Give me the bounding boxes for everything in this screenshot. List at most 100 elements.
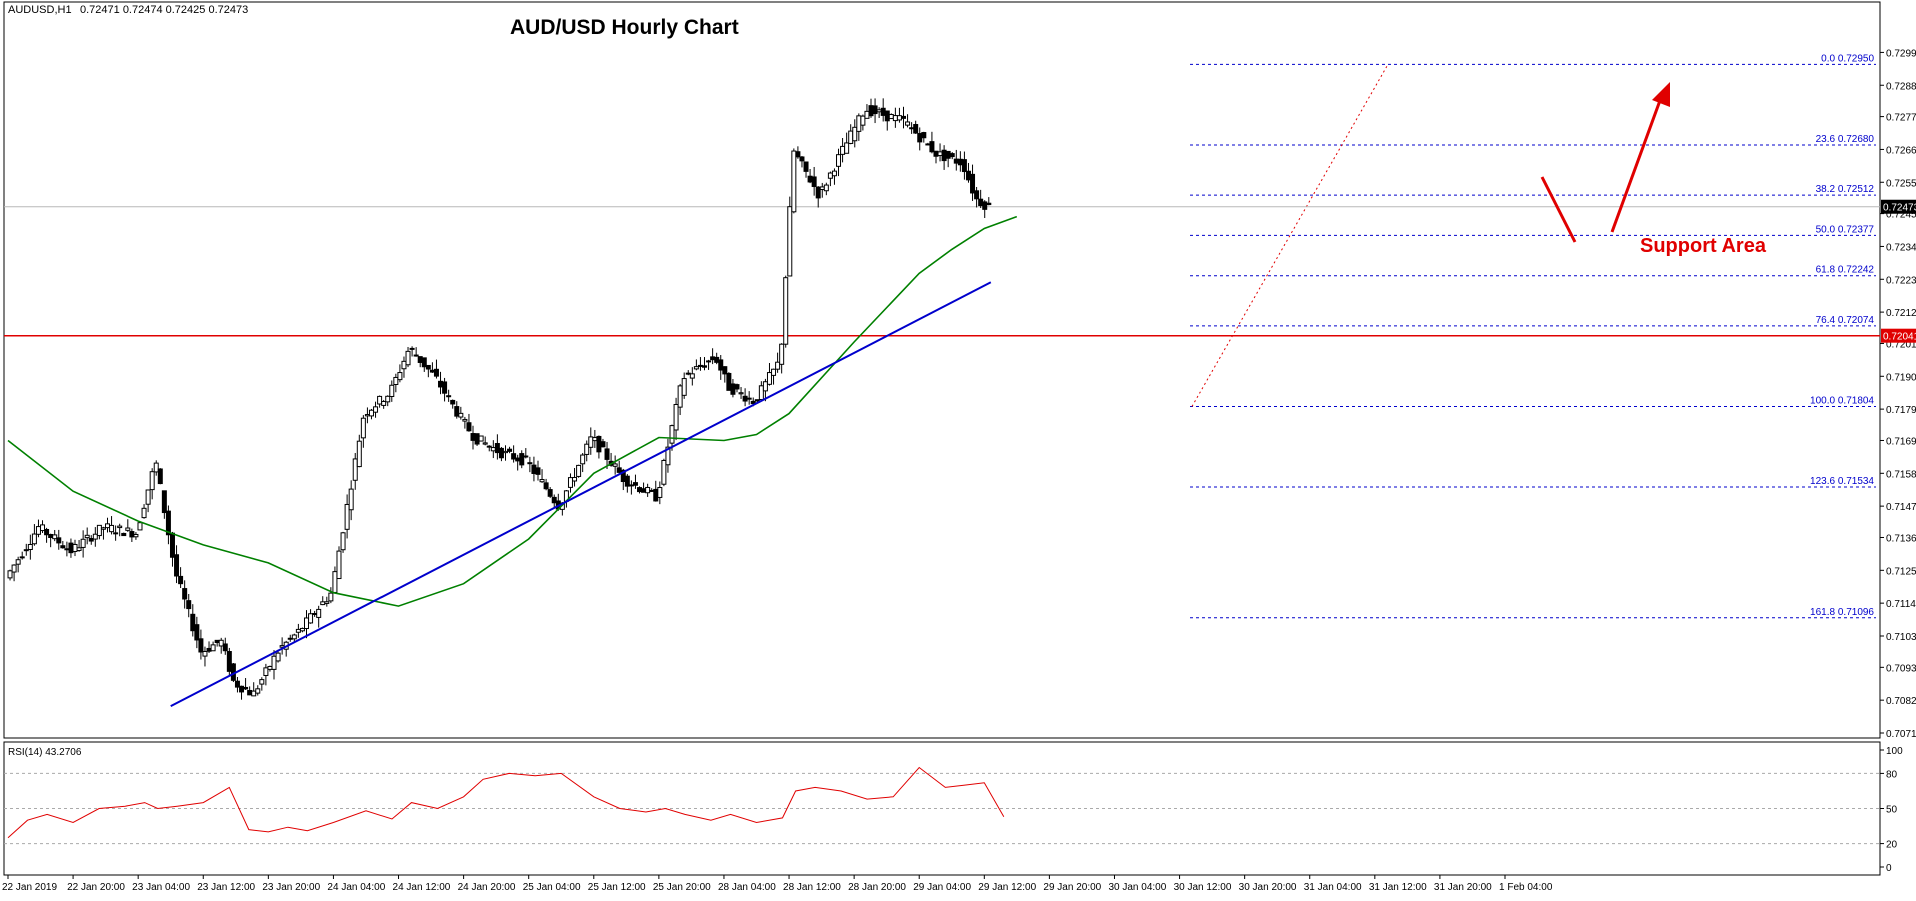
candle-body: [718, 359, 724, 371]
rsi-tick-label: 0: [1886, 863, 1892, 874]
candle-body: [945, 150, 951, 159]
time-tick-label: 23 Jan 12:00: [197, 882, 255, 893]
up-arrow-head: [1652, 82, 1670, 107]
time-tick-label: 22 Jan 20:00: [67, 882, 125, 893]
candle-body: [888, 113, 894, 120]
candle-body: [373, 406, 379, 413]
resistance-price-label: 0.72041: [1883, 332, 1916, 343]
candle-body: [876, 109, 882, 113]
candle-body: [884, 110, 890, 122]
candle-body: [178, 575, 184, 585]
candle-body: [291, 634, 297, 640]
candle-body: [681, 378, 687, 396]
time-tick-label: 29 Jan 12:00: [978, 882, 1036, 893]
rsi-label: RSI(14) 43.2706: [8, 747, 82, 758]
candle-body: [750, 400, 756, 405]
candle-body: [685, 372, 691, 375]
candle-body: [157, 468, 163, 485]
candle-body: [474, 433, 480, 445]
candle-body: [23, 549, 29, 552]
candle-body: [624, 475, 630, 487]
candle-body: [896, 115, 902, 121]
candle-body: [892, 115, 898, 122]
rsi-pane: RSI(14) 43.2706 100 80 50 20 0: [3, 741, 1903, 876]
candle-body: [263, 667, 269, 676]
candle-body: [746, 397, 752, 400]
candle-body: [551, 496, 557, 504]
candle-body: [791, 150, 797, 213]
price-tick-label: 0.71795: [1886, 405, 1916, 416]
candle-body: [182, 588, 188, 600]
candle-body: [580, 454, 586, 465]
candle-body: [742, 395, 748, 402]
rsi-tick-label: 50: [1886, 805, 1898, 816]
candle-body: [815, 186, 821, 199]
candle-body: [328, 592, 334, 602]
candle-body: [11, 564, 17, 573]
candle-body: [600, 441, 606, 448]
price-tick-label: 0.71035: [1886, 632, 1916, 643]
candle-body: [803, 161, 809, 172]
candle-body: [19, 556, 25, 559]
price-pane-frame: [3, 1, 1881, 739]
candle-body: [72, 543, 78, 552]
time-tick-label: 24 Jan 20:00: [458, 882, 516, 893]
time-tick-label: 29 Jan 20:00: [1043, 882, 1101, 893]
candle-body: [165, 510, 171, 536]
candle-body: [381, 401, 387, 406]
candle-body: [462, 418, 468, 422]
candle-body: [275, 652, 281, 662]
candle-body: [308, 613, 314, 624]
candle-body: [567, 477, 573, 488]
candle-body: [446, 395, 452, 398]
candle-body: [340, 532, 346, 551]
candle-body: [588, 436, 594, 448]
candle-body: [653, 488, 659, 502]
candle-body: [84, 534, 90, 539]
time-tick-label: 29 Jan 04:00: [913, 882, 971, 893]
candle-body: [527, 462, 533, 465]
candle-body: [535, 467, 541, 475]
candle-body: [385, 395, 391, 403]
candle-body: [909, 127, 915, 130]
support-area-label: Support Area: [1640, 235, 1767, 257]
candle-body: [121, 532, 127, 537]
candle-body: [576, 464, 582, 477]
candle-body: [649, 489, 655, 492]
candle-body: [762, 381, 768, 392]
candle-body: [421, 357, 427, 368]
candle-body: [438, 380, 444, 388]
candle-body: [539, 479, 545, 483]
candle-body: [929, 141, 935, 153]
candle-body: [243, 686, 249, 690]
candle-body: [592, 437, 598, 442]
time-tick-label: 28 Jan 20:00: [848, 882, 906, 893]
candle-body: [312, 613, 318, 616]
candle-body: [129, 531, 135, 538]
candle-body: [669, 425, 675, 444]
price-tick-label: 0.71145: [1886, 599, 1916, 610]
time-tick-label: 1 Feb 04:00: [1499, 882, 1553, 893]
candle-body: [161, 490, 167, 514]
candle-body: [486, 445, 492, 448]
price-tick-label: 0.72015: [1886, 339, 1916, 350]
candle-body: [320, 601, 326, 606]
candle-body: [267, 665, 273, 670]
candle-body: [766, 372, 772, 385]
current-price-badge: [1881, 199, 1916, 214]
candle-body: [836, 154, 842, 167]
candle-body: [921, 132, 927, 139]
rsi-tick-label: 80: [1886, 769, 1898, 780]
candle-body: [109, 524, 115, 533]
candle-body: [478, 435, 484, 442]
candle-body: [92, 533, 98, 540]
time-tick-label: 28 Jan 12:00: [783, 882, 841, 893]
